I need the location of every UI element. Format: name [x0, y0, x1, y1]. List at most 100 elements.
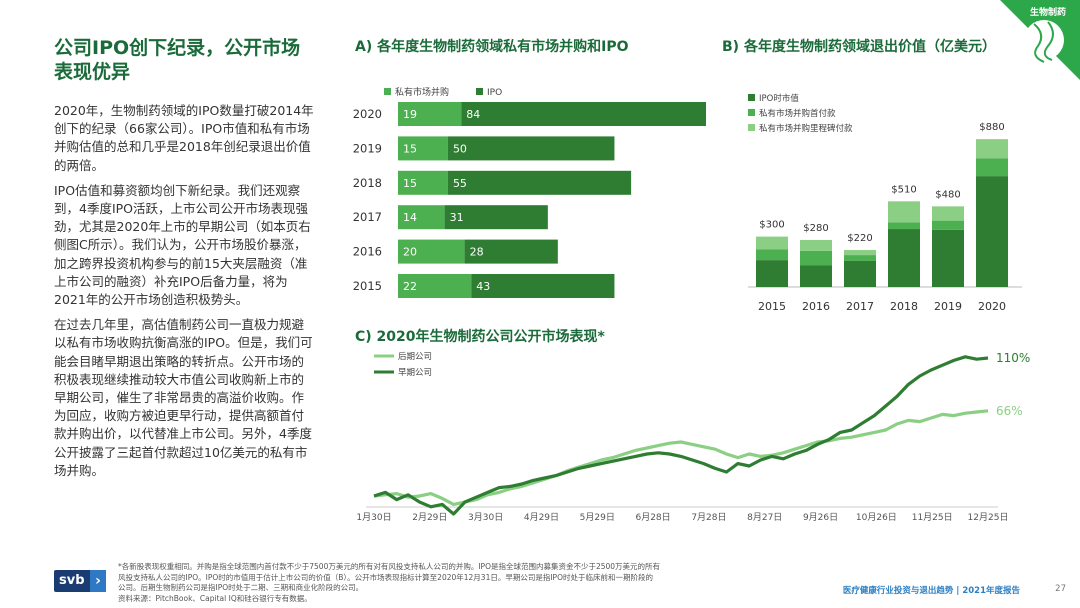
bar-segment: [398, 170, 448, 195]
bar-segment: [447, 170, 632, 195]
bar-segment: [756, 249, 788, 261]
legend-swatch: [384, 88, 391, 95]
bar-segment: [756, 260, 788, 287]
category-label: 2018: [353, 176, 382, 190]
bar-segment: [844, 260, 876, 287]
page-number: 27: [1055, 584, 1066, 594]
bar-segment: [888, 222, 920, 230]
category-label: 2019: [353, 141, 382, 155]
chart-a-title: A) 各年度生物制药领域私有市场并购和IPO: [355, 39, 629, 55]
bar-segment: [471, 274, 615, 298]
x-tick-label: 5月29日: [580, 512, 615, 523]
bar-segment: [976, 139, 1008, 159]
bar-segment: [444, 205, 548, 230]
chevron-right-icon: ›: [90, 570, 106, 592]
footnote-line: *各新股表现权重相同。并购是指全球范围内首付款不少于7500万美元的所有对有风投…: [118, 562, 661, 571]
footnote: *各新股表现权重相同。并购是指全球范围内首付款不少于7500万美元的所有对有风投…: [118, 562, 778, 604]
data-label: 19: [403, 108, 417, 121]
category-label: 2016: [353, 245, 382, 259]
legend-label: 私有市场并购里程碑付款: [759, 123, 853, 134]
legend-label: 早期公司: [398, 368, 432, 378]
legend-label: 后期公司: [398, 351, 432, 362]
section-tag: 生物制药: [1000, 0, 1080, 80]
page-title: 公司IPO创下纪录，公开市场表现优异: [54, 37, 301, 83]
category-label: 2017: [353, 210, 382, 224]
legend-swatch: [748, 124, 755, 131]
bar-segment: [844, 250, 876, 256]
bar-segment: [398, 274, 472, 298]
x-tick-label: 2017: [846, 300, 874, 313]
total-label: $280: [803, 223, 828, 234]
chart-b-title: B) 各年度生物制药领域退出价值（亿美元）: [722, 39, 996, 55]
bar-segment: [932, 220, 964, 230]
bar-segment: [461, 102, 706, 126]
data-label: 28: [470, 246, 484, 259]
total-label: $510: [891, 184, 916, 195]
legend-label: 私有市场并购首付款: [759, 108, 836, 119]
chart-a-private-ma-ipo: 私有市场并购 IPO 2020 19 84 2019 15 50 2018 15 55 2017 14 3…: [353, 86, 706, 298]
legend-label: 私有市场并购: [395, 86, 449, 98]
x-tick-label: 10月26日: [856, 512, 897, 523]
legend-swatch: [748, 94, 755, 101]
footnote-line: 资料来源：PitchBook、Capital IQ和硅谷银行专有数据。: [118, 593, 312, 603]
footnote-line: 公司。后期生物制药公司是指IPO时处于二期、三期和商业化阶段的公司。: [118, 583, 364, 592]
bar-segment: [398, 136, 448, 161]
data-label: 15: [403, 177, 417, 190]
x-tick-label: 3月30日: [468, 512, 503, 523]
data-label: 14: [403, 211, 417, 224]
x-tick-label: 2018: [890, 300, 918, 313]
legend-swatch: [476, 88, 483, 95]
legend-label: IPO时市值: [759, 93, 799, 104]
bar-segment: [888, 229, 920, 287]
chart-c-title: C) 2020年生物制药公司公开市场表现*: [355, 329, 605, 345]
bar-segment: [398, 205, 445, 230]
x-tick-label: 7月28日: [691, 512, 726, 523]
x-tick-label: 2016: [802, 300, 830, 313]
data-label: 84: [466, 108, 480, 121]
legend-label: IPO: [487, 88, 502, 98]
x-tick-label: 6月28日: [635, 512, 670, 523]
data-label: 22: [403, 280, 417, 293]
legend-swatch: [748, 109, 755, 116]
data-label: 43: [476, 280, 490, 293]
x-tick-label: 8月27日: [747, 512, 782, 523]
x-tick-label: 4月29日: [524, 512, 559, 523]
category-label: 2015: [353, 279, 382, 293]
bar-segment: [800, 250, 832, 266]
total-label: $880: [979, 122, 1004, 133]
paragraph-2: IPO估值和募资额均创下新纪录。我们还观察到，4季度IPO活跃，上市公司公开市场…: [54, 182, 311, 308]
x-tick-label: 11月25日: [912, 512, 953, 523]
body-text: 2020年，生物制药领域的IPO数量打破2014年创下的纪录（66家公司）。IP…: [54, 102, 316, 487]
category-label: 2020: [353, 107, 382, 121]
series-line: [373, 355, 989, 516]
data-label: 20: [403, 246, 417, 259]
x-tick-label: 1月30日: [356, 512, 391, 523]
x-tick-label: 2015: [758, 300, 786, 313]
section-tag-shape: [1000, 0, 1080, 80]
bar-segment: [932, 229, 964, 287]
data-label: 50: [453, 142, 467, 155]
bar-segment: [464, 239, 558, 264]
total-label: $300: [759, 220, 784, 231]
end-value-label: 66%: [996, 404, 1023, 418]
bar-segment: [398, 239, 465, 264]
series-line: [373, 409, 989, 506]
bar-segment: [932, 206, 964, 221]
x-tick-label: 9月26日: [803, 512, 838, 523]
svb-logo: svb ›: [54, 570, 106, 592]
logo-text: svb: [59, 573, 85, 588]
total-label: $480: [935, 189, 960, 200]
bar-segment: [976, 176, 1008, 287]
bar-segment: [976, 158, 1008, 177]
bar-segment: [447, 136, 615, 161]
bar-segment: [398, 102, 462, 126]
end-value-label: 110%: [996, 351, 1030, 365]
x-tick-label: 2020: [978, 300, 1006, 313]
bar-segment: [800, 239, 832, 251]
footer-report-title: 医疗健康行业投资与退出趋势 | 2021年度报告: [842, 586, 1020, 596]
total-label: $220: [847, 233, 872, 244]
data-label: 31: [450, 211, 464, 224]
bar-segment: [844, 255, 876, 261]
